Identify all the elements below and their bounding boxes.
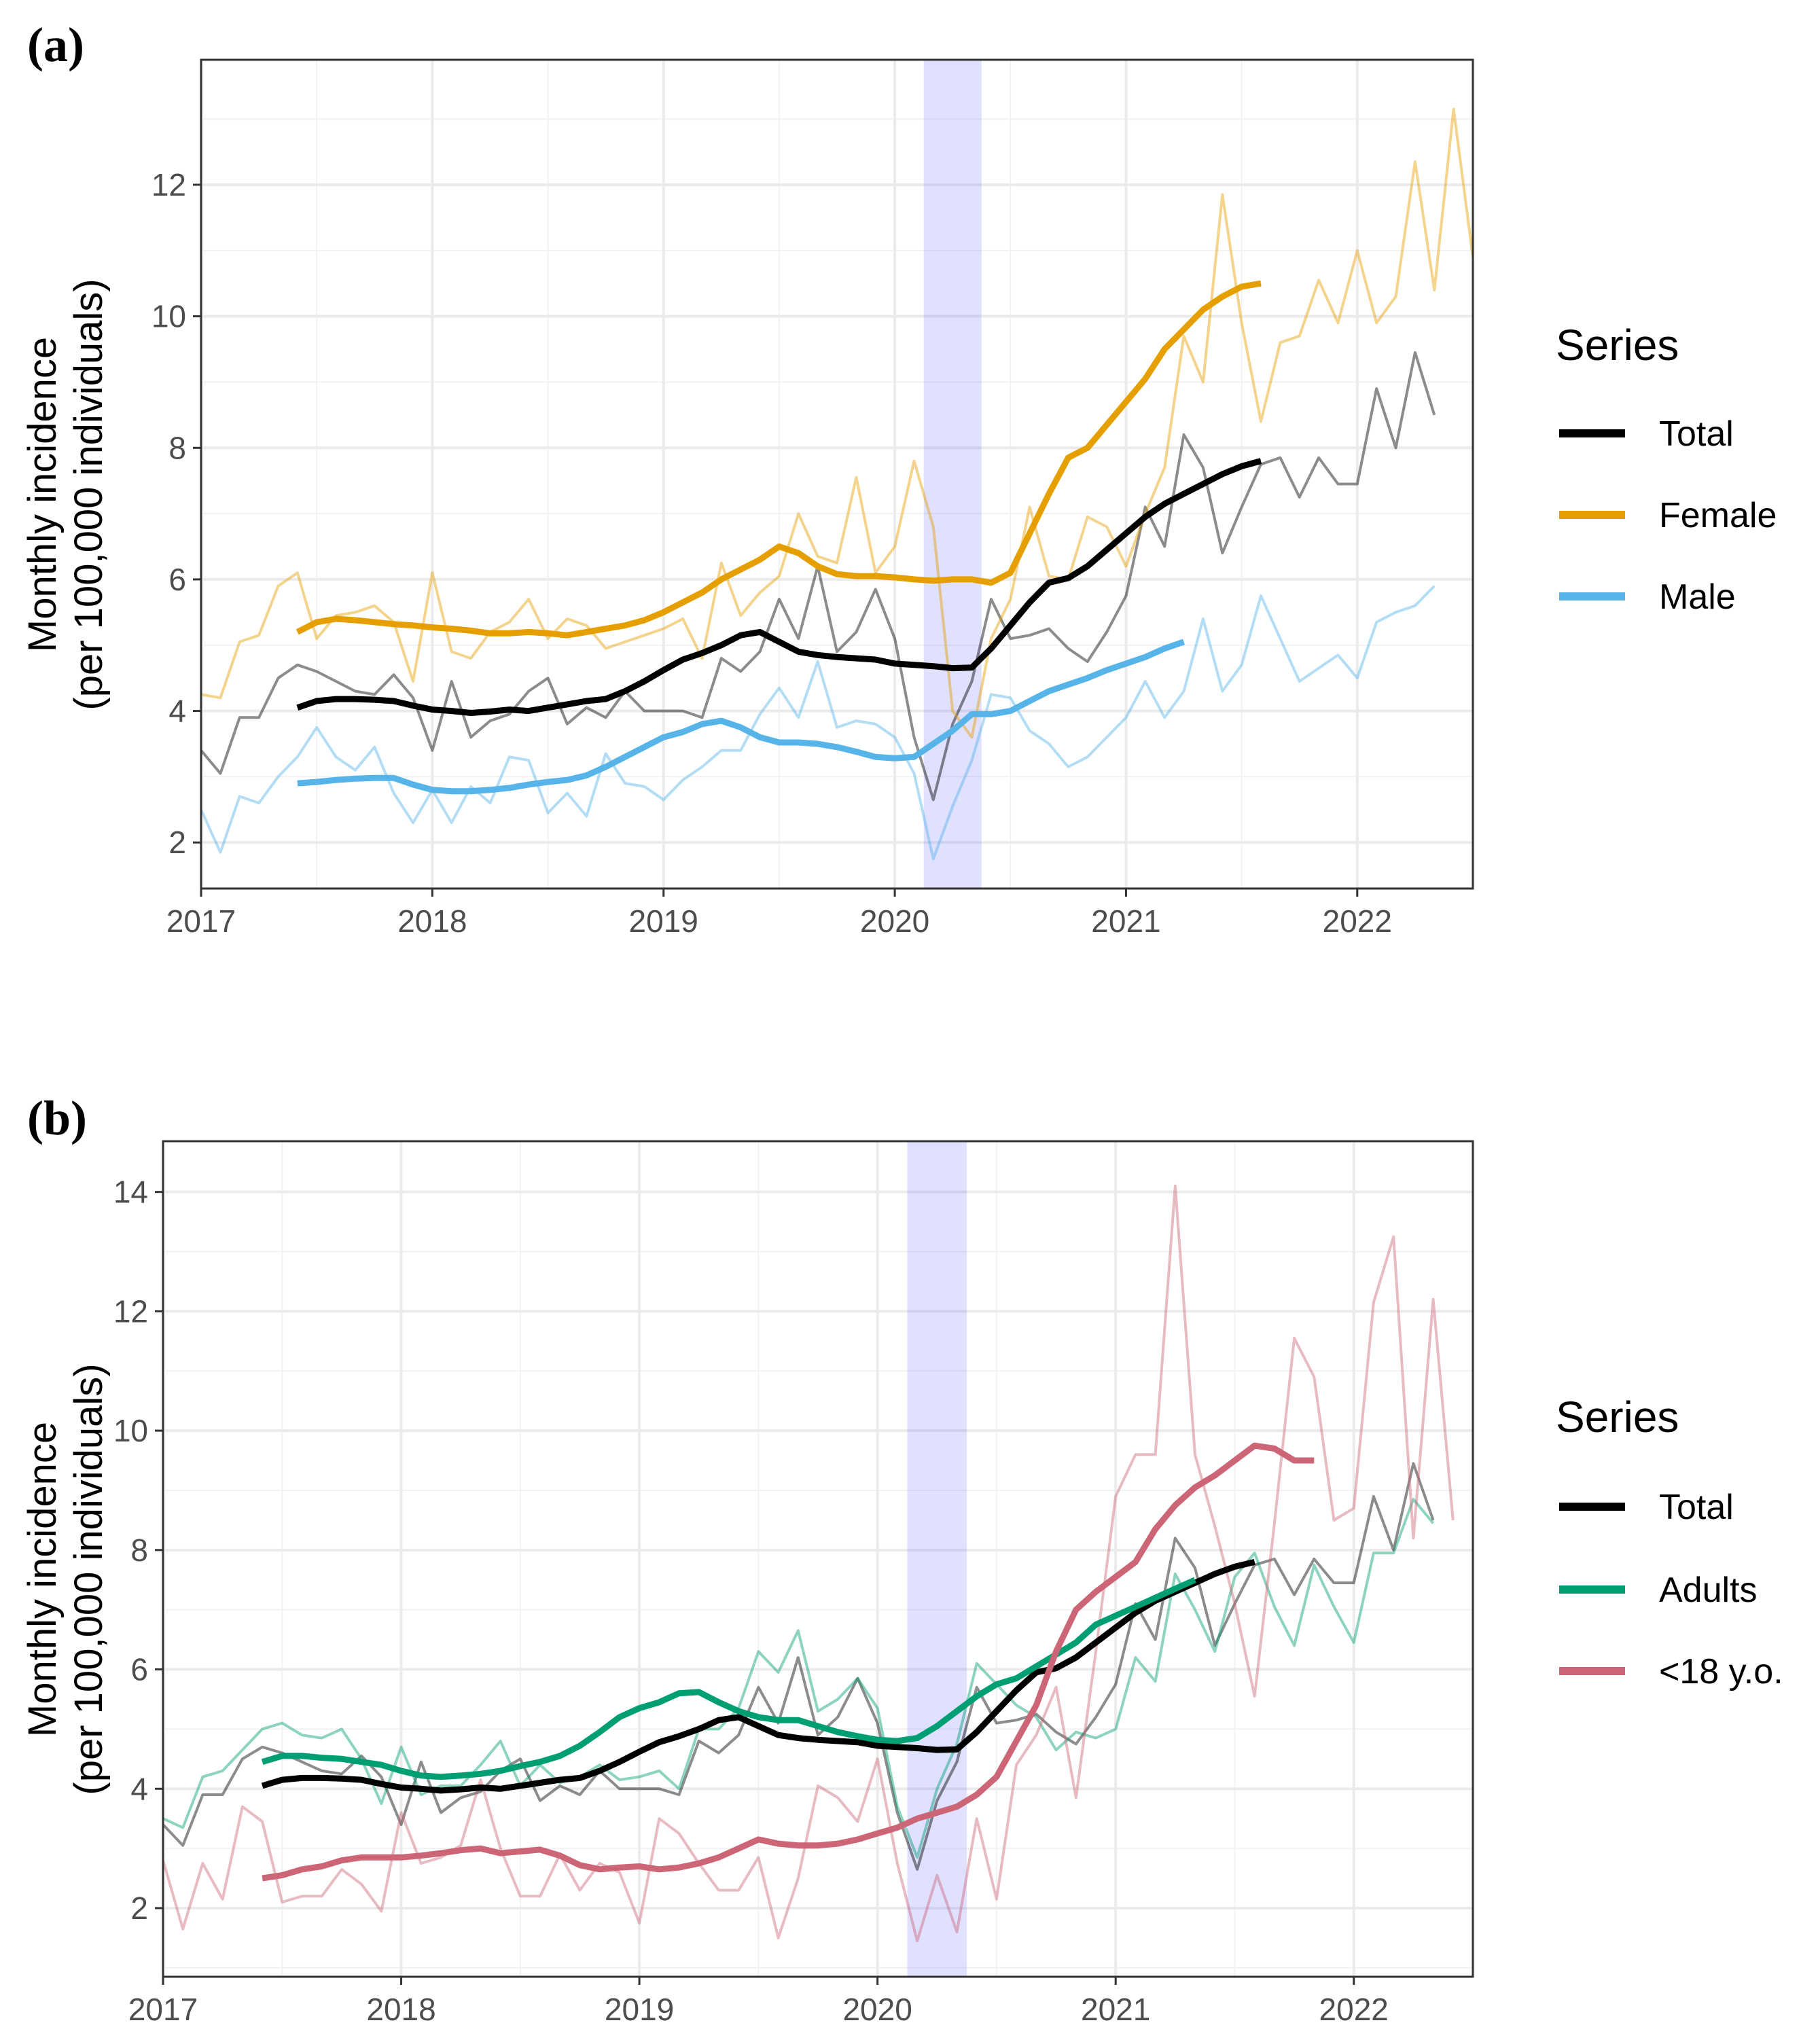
panel-b-x-tick-label: 2019 (605, 1992, 674, 2027)
panel-b-x-tick-label: 2022 (1319, 1992, 1389, 2027)
panel-a-x-tick-label: 2021 (1091, 903, 1160, 939)
panel-a: (a) Monthly incidence (per 100,000 indiv… (20, 18, 1777, 939)
panel-b-legend-label-adults: Adults (1659, 1571, 1758, 1610)
panel-a-legend-label-female: Female (1659, 496, 1777, 535)
panel-b-x-tick-label: 2017 (128, 1992, 198, 2027)
panel-b-label: (b) (27, 1091, 87, 1145)
panel-a-y-tick-label: 4 (168, 694, 186, 729)
panel-a-ylabel-line1: Monthly incidence (20, 337, 65, 652)
panel-a-series-total-smooth-line (296, 458, 1262, 716)
panel-b-legend: Series Total Adults <18 y.o. (1556, 1393, 1783, 1691)
panel-a-y-tick-label: 10 (152, 299, 186, 334)
panel-b-y-tick-label: 12 (113, 1293, 148, 1329)
panel-b-y-tick-label: 6 (130, 1652, 148, 1687)
panel-a-series-female-raw-line (200, 107, 1474, 739)
panel-a-x-tick-label: 2022 (1323, 903, 1392, 939)
panel-b-x-tick-label: 2018 (366, 1992, 435, 2027)
panel-b-plot-background (163, 1141, 1473, 1977)
panel-a-highlight-band (923, 60, 982, 889)
panel-b-y-tick-label: 8 (130, 1532, 148, 1568)
panel-a-legend-label-male: Male (1659, 577, 1736, 617)
panel-a-x-tick-label: 2020 (860, 903, 929, 939)
panel-a-series-female-smooth-line (296, 280, 1262, 639)
panel-b-legend-label-under18: <18 y.o. (1659, 1652, 1783, 1691)
panel-b-legend-label-total: Total (1659, 1488, 1734, 1527)
panel-a-legend: Series Total Female Male (1556, 321, 1777, 617)
panel-a-label: (a) (27, 18, 84, 72)
panel-b-plot: 2 4 6 8 10 12 14 2017 2018 2019 2020 2021 2022 (113, 1140, 1474, 2027)
panel-a-y-tick-label: 6 (168, 562, 186, 597)
panel-a-plot: 2 4 6 8 10 12 2017 2018 2019 2020 2021 2022 (152, 58, 1474, 939)
panel-a-x-tick-label: 2017 (166, 903, 236, 939)
panel-a-y-tick-label: 8 (168, 430, 186, 465)
panel-b-y-tick-label: 2 (130, 1890, 148, 1926)
panel-a-ylabel-line2: (per 100,000 individuals) (67, 279, 111, 710)
panel-b-series-adults-raw-line (162, 1498, 1435, 1859)
panel-b: (b) Monthly incidence (per 100,000 indiv… (20, 1091, 1783, 2027)
panel-a-x-tick-label: 2019 (629, 903, 698, 939)
panel-b-y-tick-label: 4 (130, 1771, 148, 1806)
panel-b-highlight-band (907, 1141, 967, 1977)
panel-b-ylabel-line2: (per 100,000 individuals) (67, 1363, 111, 1795)
panel-a-y-tick-label: 2 (168, 825, 186, 860)
panel-a-series-male-raw-line (200, 585, 1436, 861)
panel-b-series-adults-smooth-line (261, 1577, 1196, 1780)
panel-b-legend-title: Series (1556, 1393, 1679, 1441)
panel-a-x-tick-label: 2018 (397, 903, 467, 939)
panel-b-x-tick-label: 2020 (842, 1992, 912, 2027)
panel-a-plot-background (201, 60, 1473, 889)
panel-b-series-18-y-o-smooth-line (262, 1442, 1315, 1882)
panel-a-legend-title: Series (1556, 321, 1679, 370)
panel-b-plot-border (162, 1140, 1474, 1978)
panel-b-series-total-smooth-line (261, 1559, 1255, 1794)
panel-a-plot-border (200, 58, 1474, 890)
panel-a-y-tick-label: 12 (152, 167, 186, 202)
panel-b-y-tick-label: 14 (113, 1175, 148, 1210)
panel-b-x-tick-label: 2021 (1081, 1992, 1150, 2027)
panel-a-legend-label-total: Total (1659, 414, 1734, 454)
panel-b-ylabel-line1: Monthly incidence (20, 1422, 65, 1737)
panel-b-series-18-y-o-raw-line (162, 1184, 1455, 1943)
panel-b-series-total-raw-line (162, 1462, 1435, 1871)
panel-b-y-tick-label: 10 (113, 1413, 148, 1448)
panel-a-series-male-smooth-line (297, 639, 1185, 795)
